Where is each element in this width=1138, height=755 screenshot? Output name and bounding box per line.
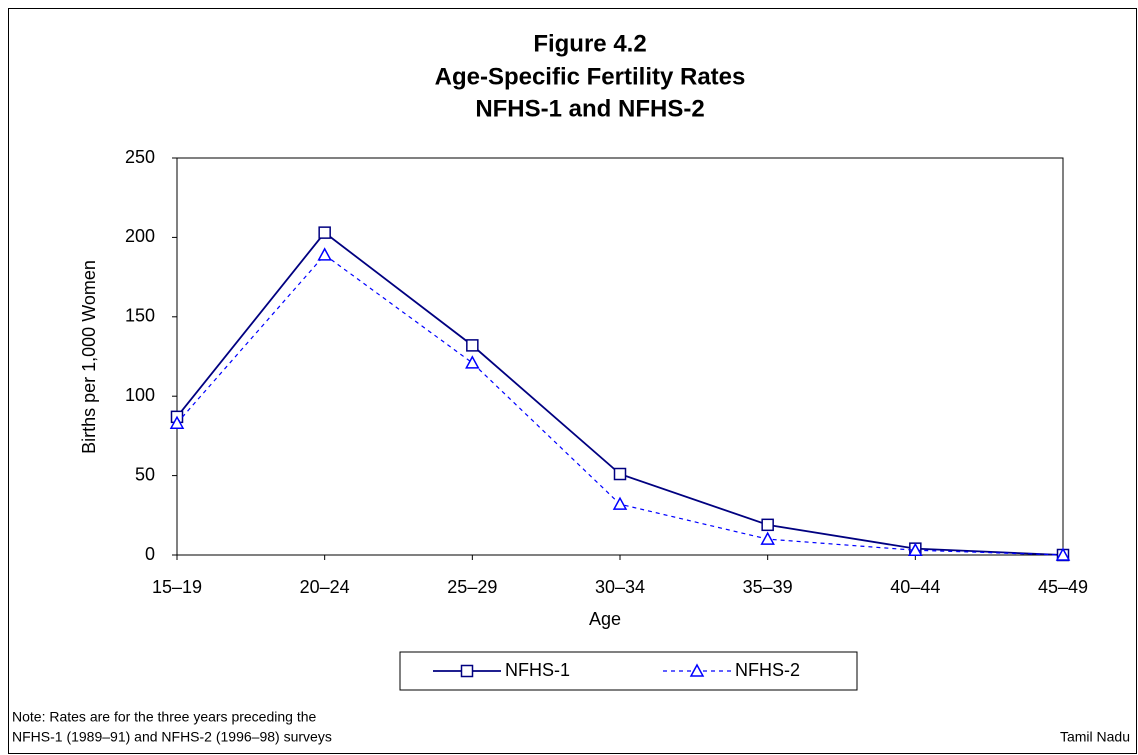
x-tick-label: 15–19 [152,577,202,597]
legend [399,651,858,691]
y-tick-label: 150 [125,306,155,326]
x-tick-label: 30–34 [595,577,645,597]
x-tick-label: 20–24 [300,577,350,597]
marker [612,496,628,510]
chart-title: Figure 4.2 [533,30,646,57]
marker [466,339,479,352]
y-tick-label: 0 [145,544,155,564]
x-tick-label: 45–49 [1038,577,1088,597]
chart-title: NFHS-1 and NFHS-2 [475,95,704,122]
x-axis-title: Age [589,609,621,629]
series-line [176,254,1064,556]
y-axis-title: Births per 1,000 Women [79,260,99,454]
marker [1055,547,1071,561]
plot-area [176,157,1064,556]
x-tick-label: 40–44 [890,577,940,597]
legend-marker [460,664,474,678]
x-tick-label: 35–39 [743,577,793,597]
x-tick-label: 25–29 [447,577,497,597]
marker [760,531,775,545]
y-tick-label: 200 [125,226,155,246]
frame [8,8,1137,754]
marker [317,247,332,261]
marker [465,355,480,369]
marker [908,542,923,556]
chart-title: Age-Specific Fertility Rates [435,63,746,90]
marker [761,518,774,532]
y-tick-label: 50 [135,464,155,484]
legend-label: NFHS-2 [735,660,800,680]
note: Note: Rates are for the three years prec… [12,709,316,725]
legend-label: NFHS-1 [505,660,570,680]
region-label: Tamil Nadu [1060,729,1130,745]
marker [169,415,185,429]
y-tick-label: 250 [125,147,155,167]
note: NFHS-1 (1989–91) and NFHS-2 (1996–98) su… [12,729,332,745]
marker [318,226,331,239]
marker [613,467,627,481]
legend-marker [689,663,705,677]
y-tick-label: 100 [125,385,155,405]
